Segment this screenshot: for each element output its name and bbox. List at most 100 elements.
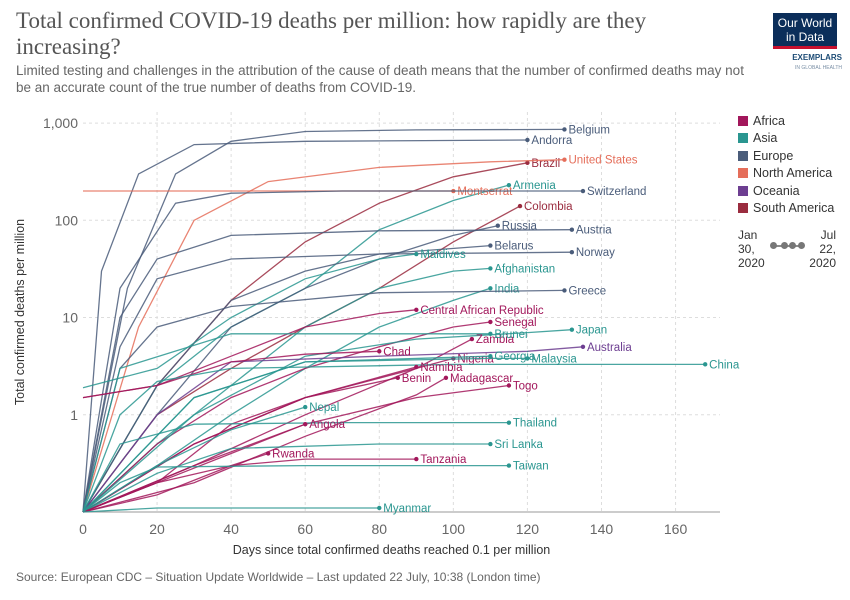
series-end-point bbox=[569, 249, 575, 255]
exemplars-logo[interactable]: EXEMPLARS IN GLOBAL HEALTH bbox=[770, 53, 842, 73]
legend-item[interactable]: North America bbox=[738, 165, 834, 183]
x-tick-label: 40 bbox=[223, 521, 239, 537]
legend-swatch bbox=[738, 203, 748, 214]
x-tick-label: 100 bbox=[442, 521, 466, 537]
legend-item[interactable]: Asia bbox=[738, 130, 834, 148]
series-end-point bbox=[562, 127, 567, 132]
series-label: Austria bbox=[576, 225, 612, 237]
series-line-madagascar bbox=[82, 377, 447, 513]
series-label: Japan bbox=[576, 325, 607, 337]
series-end-point bbox=[303, 421, 308, 427]
series-line-myanmar bbox=[82, 507, 380, 513]
timeline-start-label: Jan 30, 2020 bbox=[738, 228, 765, 270]
series-label: Benin bbox=[402, 373, 431, 385]
series-line-taiwan bbox=[82, 464, 509, 513]
series-label: Angola bbox=[309, 419, 345, 431]
legend-item[interactable]: South America bbox=[738, 200, 834, 218]
series-line-belarus bbox=[82, 244, 491, 513]
series-label: Switzerland bbox=[587, 186, 646, 198]
legend-label: Asia bbox=[753, 131, 778, 146]
y-tick-label: 1 bbox=[70, 407, 78, 423]
x-axis-label: Days since total confirmed deaths reache… bbox=[233, 543, 551, 557]
legend-item[interactable]: Africa bbox=[738, 112, 834, 130]
series-label: Madagascar bbox=[450, 373, 513, 385]
series-end-point bbox=[469, 336, 475, 342]
series-label: Central African Republic bbox=[420, 305, 544, 317]
series-line-australia bbox=[82, 346, 584, 513]
legend-label: Europe bbox=[753, 148, 794, 163]
source-note[interactable]: Source: European CDC – Situation Update … bbox=[16, 570, 541, 584]
series-label: Nepal bbox=[309, 402, 339, 414]
series-line-malaysia bbox=[82, 357, 528, 513]
series-end-point bbox=[580, 188, 586, 194]
series-label: Malaysia bbox=[531, 353, 577, 365]
chart-title: Total confirmed COVID-19 deaths per mill… bbox=[16, 8, 647, 59]
legend: Africa Asia Europe North America Oceania Sout… bbox=[738, 112, 834, 217]
y-tick-label: 100 bbox=[55, 212, 79, 228]
series-line-japan bbox=[82, 329, 572, 513]
series-line-andorra bbox=[82, 139, 528, 513]
series-end-point bbox=[580, 344, 586, 350]
legend-item[interactable]: Oceania bbox=[738, 182, 834, 200]
series-label: Greece bbox=[568, 285, 606, 297]
timeline-start-handle[interactable] bbox=[770, 242, 777, 249]
series-line-senegal bbox=[82, 321, 491, 513]
series-end-point bbox=[506, 182, 512, 188]
series-line-sri-lanka bbox=[82, 443, 491, 513]
series-end-point bbox=[569, 327, 575, 332]
series-label: Senegal bbox=[494, 317, 536, 329]
series-label: Sri Lanka bbox=[494, 439, 543, 451]
timeline-mid-dot bbox=[781, 242, 788, 249]
series-label: Montserrat bbox=[457, 186, 513, 198]
series-end-point bbox=[303, 404, 308, 410]
series-label: Maldives bbox=[420, 249, 466, 261]
x-tick-label: 120 bbox=[516, 521, 540, 537]
owid-logo[interactable]: Our World in Data bbox=[773, 13, 837, 49]
y-tick-label: 1,000 bbox=[43, 115, 78, 131]
series-end-point bbox=[562, 288, 567, 293]
series-label: China bbox=[709, 359, 740, 371]
series-end-point bbox=[414, 307, 419, 313]
exemplars-name: EXEMPLARS bbox=[792, 53, 842, 62]
chart-subtitle: Limited testing and challenges in the at… bbox=[16, 63, 744, 95]
legend-swatch bbox=[738, 133, 748, 144]
series-line-norway bbox=[82, 251, 572, 513]
series-line-thailand bbox=[82, 421, 509, 513]
series-label: Togo bbox=[513, 381, 538, 393]
series-end-point bbox=[377, 349, 382, 354]
series-end-point bbox=[488, 286, 493, 291]
series-end-point bbox=[265, 451, 271, 456]
timeline-end-handle[interactable] bbox=[798, 242, 805, 249]
series-label: Zambia bbox=[476, 334, 515, 346]
timeline-mid-dot bbox=[789, 242, 796, 249]
series-label: Armenia bbox=[513, 180, 556, 192]
series-label: Afghanistan bbox=[494, 263, 555, 275]
series-label: Georgia bbox=[494, 351, 536, 363]
series-end-point bbox=[525, 160, 530, 166]
series-end-point bbox=[414, 251, 419, 257]
series-end-point bbox=[488, 441, 493, 447]
series-end-point bbox=[488, 266, 493, 271]
timeline-slider-track[interactable] bbox=[770, 242, 805, 249]
timeline-end-label: Jul 22, 2020 bbox=[809, 228, 836, 270]
series-label: Namibia bbox=[420, 362, 463, 374]
series-label: Tanzania bbox=[420, 454, 467, 466]
series-end-point bbox=[495, 223, 500, 228]
series-label: United States bbox=[568, 155, 637, 167]
x-tick-label: 60 bbox=[297, 521, 313, 537]
legend-label: South America bbox=[753, 201, 835, 216]
series-end-point bbox=[488, 243, 493, 248]
legend-item[interactable]: Europe bbox=[738, 147, 834, 165]
exemplars-subtext: IN GLOBAL HEALTH bbox=[795, 65, 842, 71]
series-label: Brunei bbox=[494, 329, 527, 341]
series-line-rwanda bbox=[82, 452, 269, 513]
logo-line-2: in Data bbox=[785, 30, 825, 44]
timeline-control[interactable]: Jan 30, 2020 Jul 22, 2020 bbox=[738, 228, 838, 274]
series-end-point bbox=[506, 383, 512, 388]
series-line-china bbox=[82, 363, 706, 513]
series-end-point bbox=[517, 203, 523, 209]
series-line-nepal bbox=[82, 406, 306, 513]
series-end-point bbox=[414, 364, 419, 370]
series-label: Russia bbox=[502, 221, 538, 233]
